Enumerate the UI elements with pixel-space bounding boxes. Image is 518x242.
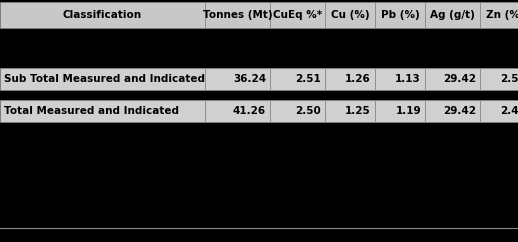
Bar bbox=[375, 2, 425, 28]
Text: 1.26: 1.26 bbox=[346, 74, 371, 84]
Bar bbox=[0, 68, 205, 90]
Text: Sub Total Measured and Indicated: Sub Total Measured and Indicated bbox=[4, 74, 205, 84]
Bar bbox=[205, 2, 270, 28]
Bar bbox=[325, 68, 375, 90]
Bar bbox=[205, 100, 270, 122]
Text: Classification: Classification bbox=[63, 10, 142, 20]
Text: 41.26: 41.26 bbox=[233, 106, 266, 116]
Bar bbox=[480, 2, 518, 28]
Bar bbox=[205, 68, 270, 90]
Bar bbox=[270, 100, 325, 122]
Text: Tonnes (Mt): Tonnes (Mt) bbox=[203, 10, 272, 20]
Text: Pb (%): Pb (%) bbox=[381, 10, 420, 20]
Bar bbox=[375, 68, 425, 90]
Bar bbox=[325, 100, 375, 122]
Bar bbox=[325, 2, 375, 28]
Text: Total Measured and Indicated: Total Measured and Indicated bbox=[4, 106, 179, 116]
Text: 1.13: 1.13 bbox=[395, 74, 421, 84]
Text: Cu (%): Cu (%) bbox=[330, 10, 369, 20]
Text: 29.42: 29.42 bbox=[443, 74, 476, 84]
Bar bbox=[425, 68, 480, 90]
Text: 2.50: 2.50 bbox=[295, 106, 321, 116]
Bar bbox=[270, 68, 325, 90]
Bar bbox=[0, 2, 205, 28]
Text: 2.46: 2.46 bbox=[500, 106, 518, 116]
Text: 1.19: 1.19 bbox=[395, 106, 421, 116]
Bar bbox=[480, 100, 518, 122]
Bar bbox=[425, 100, 480, 122]
Text: 2.50: 2.50 bbox=[500, 74, 518, 84]
Bar bbox=[270, 2, 325, 28]
Bar bbox=[0, 100, 205, 122]
Text: 2.51: 2.51 bbox=[295, 74, 321, 84]
Bar bbox=[480, 68, 518, 90]
Bar bbox=[375, 100, 425, 122]
Bar bbox=[425, 2, 480, 28]
Text: Zn (%): Zn (%) bbox=[486, 10, 518, 20]
Text: 1.25: 1.25 bbox=[346, 106, 371, 116]
Text: CuEq %*: CuEq %* bbox=[273, 10, 322, 20]
Text: 36.24: 36.24 bbox=[233, 74, 266, 84]
Text: Ag (g/t): Ag (g/t) bbox=[430, 10, 475, 20]
Text: 29.42: 29.42 bbox=[443, 106, 476, 116]
